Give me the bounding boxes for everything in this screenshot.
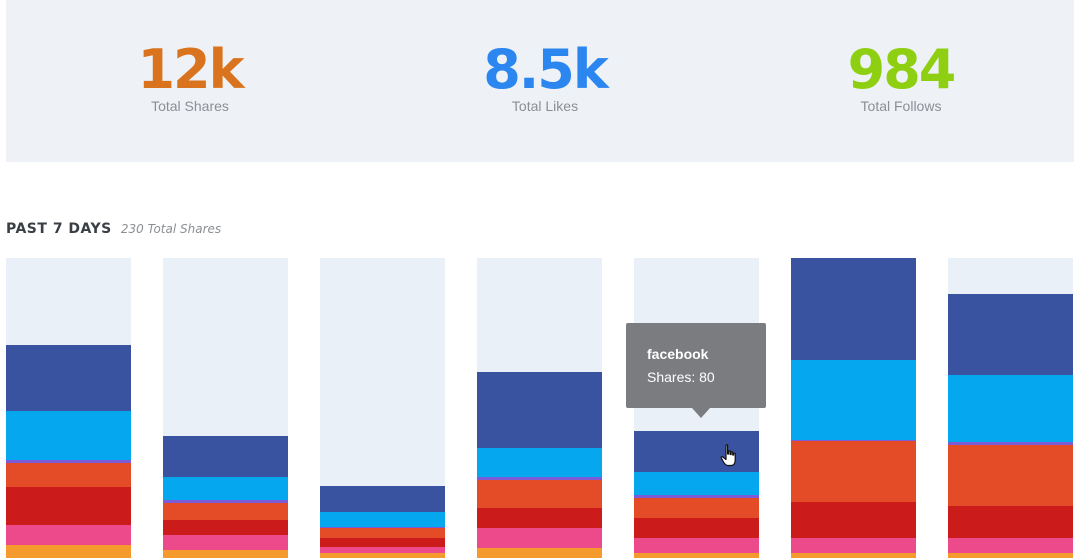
bar-segment-purple[interactable] [320, 527, 445, 528]
bar-segment-orange-red[interactable] [320, 528, 445, 538]
stat-total-follows: 984 Total Follows [771, 38, 1031, 114]
bar-segment-pink[interactable] [477, 528, 602, 548]
bar-segment-purple[interactable] [634, 495, 759, 498]
bar-segment-pink[interactable] [320, 547, 445, 553]
bar-segment-pink[interactable] [6, 525, 131, 545]
bar-segment-red[interactable] [634, 518, 759, 538]
bar-segment-facebook[interactable] [791, 258, 916, 360]
bar-segment-orange[interactable] [163, 550, 288, 558]
bar-segment-pink[interactable] [634, 538, 759, 553]
bar-segment-orange[interactable] [320, 553, 445, 558]
bar-segment-orange[interactable] [791, 553, 916, 558]
stat-value: 984 [847, 38, 957, 101]
bar-segment-orange-red[interactable] [6, 463, 131, 487]
bar-segment-red[interactable] [6, 487, 131, 525]
bar-segment-pink[interactable] [163, 535, 288, 550]
bar-segment-facebook[interactable] [477, 372, 602, 448]
tooltip-title: facebook [647, 346, 709, 362]
bar-segment-orange[interactable] [6, 545, 131, 558]
bar-segment-purple[interactable] [791, 440, 916, 441]
bar-segment-light-blue[interactable] [791, 360, 916, 440]
bar-segment-orange-red[interactable] [948, 445, 1073, 506]
bar-segment-orange[interactable] [948, 553, 1073, 558]
stat-total-shares: 12k Total Shares [60, 38, 320, 114]
bar-segment-light-blue[interactable] [6, 411, 131, 460]
section-subtitle: 230 Total Shares [120, 222, 222, 236]
stat-label: Total Follows [860, 98, 942, 114]
hand-cursor-icon [720, 444, 736, 467]
bar-segment-orange-red[interactable] [634, 498, 759, 518]
bar-segment-facebook[interactable] [163, 436, 288, 477]
bar-segment-light-blue[interactable] [163, 477, 288, 500]
bar-segment-pink[interactable] [948, 538, 1073, 553]
bar-segment-light-blue[interactable] [477, 448, 602, 477]
bar-segment-red[interactable] [477, 508, 602, 528]
section-heading: PAST 7 DAYS 230 Total Shares [6, 218, 221, 237]
bar-segment-purple[interactable] [6, 460, 131, 463]
bar-segment-light-blue[interactable] [948, 375, 1073, 442]
bar-segment-facebook[interactable] [320, 486, 445, 512]
bar-segment-orange[interactable] [634, 553, 759, 558]
stat-value: 8.5k [483, 38, 609, 101]
bar-segment-red[interactable] [948, 506, 1073, 538]
bar-segment-orange-red[interactable] [477, 480, 602, 508]
bar-segment-red[interactable] [320, 538, 445, 547]
stat-label: Total Shares [151, 98, 229, 114]
tooltip-body: Shares: 80 [647, 369, 715, 385]
bar-segment-pink[interactable] [791, 538, 916, 553]
bar-segment-red[interactable] [791, 502, 916, 538]
stat-label: Total Likes [511, 98, 579, 114]
stat-total-likes: 8.5k Total Likes [415, 38, 675, 114]
bar-segment-red[interactable] [163, 520, 288, 535]
bar-segment-orange-red[interactable] [791, 441, 916, 502]
bar-segment-facebook[interactable] [634, 431, 759, 472]
chart-tooltip: facebook Shares: 80 [626, 323, 766, 418]
section-title: PAST 7 DAYS [6, 221, 112, 237]
bar-segment-purple[interactable] [477, 477, 602, 480]
bar-segment-facebook[interactable] [948, 294, 1073, 375]
bar-segment-light-blue[interactable] [320, 512, 445, 527]
bar-segment-purple[interactable] [163, 500, 288, 503]
stats-panel: 12k Total Shares 8.5k Total Likes 984 To… [6, 0, 1074, 162]
stat-value: 12k [137, 38, 244, 101]
bar-segment-orange[interactable] [477, 548, 602, 558]
bar-segment-facebook[interactable] [6, 345, 131, 411]
bar-segment-light-blue[interactable] [634, 472, 759, 495]
bar-segment-orange-red[interactable] [163, 503, 288, 520]
bar-segment-purple[interactable] [948, 442, 1073, 445]
